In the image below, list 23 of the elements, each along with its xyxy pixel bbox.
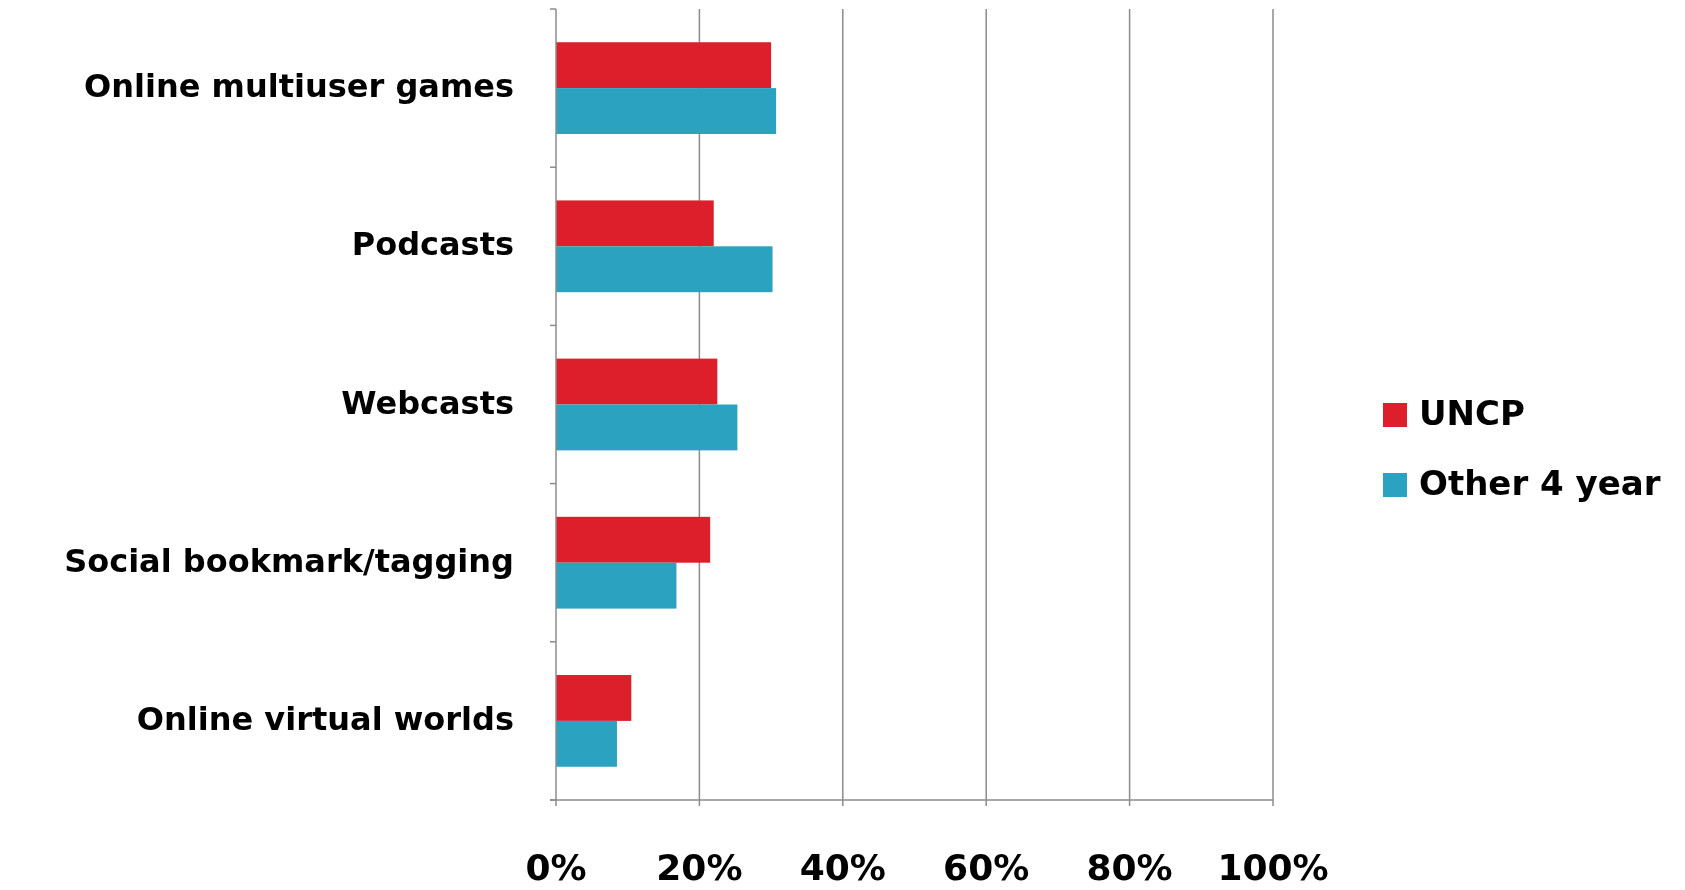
y-tick-label: Social bookmark/tagging bbox=[64, 541, 514, 580]
y-tick-label: Webcasts bbox=[341, 383, 514, 422]
bar bbox=[556, 358, 718, 405]
bar bbox=[556, 404, 738, 451]
legend-label: Other 4 year bbox=[1419, 462, 1661, 503]
x-tick-label: 0% bbox=[525, 847, 587, 888]
bar bbox=[556, 720, 617, 767]
bar bbox=[556, 516, 711, 563]
bar bbox=[556, 42, 772, 89]
legend-label: UNCP bbox=[1419, 392, 1525, 433]
bar bbox=[556, 88, 777, 134]
y-tick-label: Online multiuser games bbox=[84, 67, 514, 106]
x-tick-label: 20% bbox=[656, 847, 743, 888]
x-tick-label: 40% bbox=[799, 847, 886, 888]
x-tick-label: 80% bbox=[1086, 847, 1173, 888]
y-tick-label: Podcasts bbox=[351, 225, 514, 264]
y-tick-label: Online virtual worlds bbox=[136, 699, 514, 738]
x-tick-label: 60% bbox=[943, 847, 1030, 888]
bar bbox=[556, 675, 632, 721]
bar bbox=[556, 246, 773, 293]
bar bbox=[556, 200, 714, 247]
x-tick-label: 100% bbox=[1217, 847, 1329, 888]
bar bbox=[556, 562, 677, 609]
